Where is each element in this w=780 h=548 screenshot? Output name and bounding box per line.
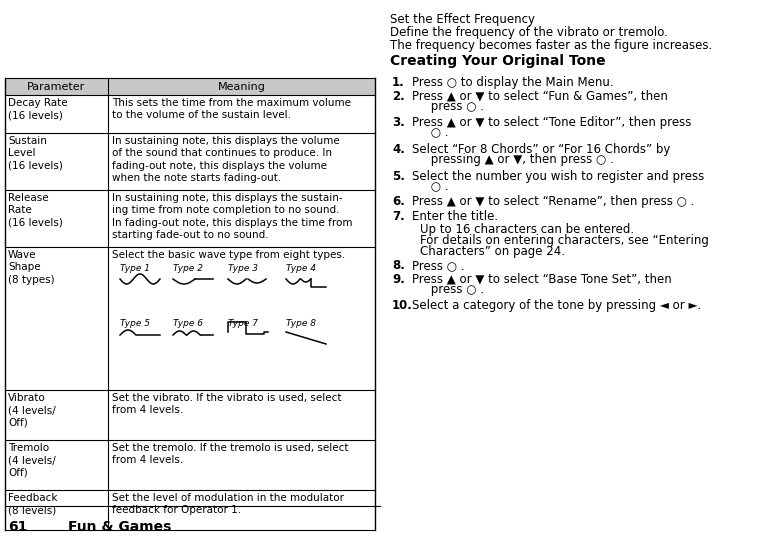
Text: Decay Rate
(16 levels): Decay Rate (16 levels) [8, 98, 68, 121]
Text: 3.: 3. [392, 116, 405, 129]
Text: Set the Effect Frequency: Set the Effect Frequency [390, 13, 535, 26]
Text: Vibrato
(4 levels/
Off): Vibrato (4 levels/ Off) [8, 393, 55, 428]
Text: Press ○ to display the Main Menu.: Press ○ to display the Main Menu. [412, 76, 614, 89]
Text: Creating Your Original Tone: Creating Your Original Tone [390, 54, 605, 68]
Text: Type 4: Type 4 [286, 264, 316, 273]
Text: 5.: 5. [392, 170, 405, 183]
Text: Set the level of modulation in the modulator
feedback for Operator 1.: Set the level of modulation in the modul… [112, 493, 344, 516]
Text: Wave
Shape
(8 types): Wave Shape (8 types) [8, 250, 55, 285]
Text: Press ▲ or ▼ to select “Base Tone Set”, then: Press ▲ or ▼ to select “Base Tone Set”, … [412, 273, 672, 286]
Text: This sets the time from the maximum volume
to the volume of the sustain level.: This sets the time from the maximum volu… [112, 98, 351, 121]
Text: Characters” on page 24.: Characters” on page 24. [420, 245, 565, 258]
Text: pressing ▲ or ▼, then press ○ .: pressing ▲ or ▼, then press ○ . [412, 153, 614, 166]
Text: Type 6: Type 6 [173, 319, 203, 328]
Text: ○ .: ○ . [412, 180, 448, 193]
Text: Up to 16 characters can be entered.: Up to 16 characters can be entered. [420, 223, 634, 236]
Text: Meaning: Meaning [218, 82, 265, 92]
Text: Press ▲ or ▼ to select “Rename”, then press ○ .: Press ▲ or ▼ to select “Rename”, then pr… [412, 195, 694, 208]
Text: Type 7: Type 7 [228, 319, 258, 328]
Text: In sustaining note, this displays the volume
of the sound that continues to prod: In sustaining note, this displays the vo… [112, 136, 340, 183]
Text: press ○ .: press ○ . [412, 100, 484, 113]
Text: 4.: 4. [392, 143, 405, 156]
Text: Define the frequency of the vibrato or tremolo.: Define the frequency of the vibrato or t… [390, 26, 668, 39]
Text: Select a category of the tone by pressing ◄ or ►.: Select a category of the tone by pressin… [412, 299, 701, 312]
Text: Select the basic wave type from eight types.: Select the basic wave type from eight ty… [112, 250, 346, 260]
Text: Feedback
(8 levels): Feedback (8 levels) [8, 493, 58, 516]
Text: Tremolo
(4 levels/
Off): Tremolo (4 levels/ Off) [8, 443, 55, 478]
Bar [5, 78, 375, 95]
Text: Type 3: Type 3 [228, 264, 258, 273]
Text: In sustaining note, this displays the sustain-
ing time from note completion to : In sustaining note, this displays the su… [112, 193, 353, 240]
Text: Press ○ .: Press ○ . [412, 259, 465, 272]
Text: Set the vibrato. If the vibrato is used, select
from 4 levels.: Set the vibrato. If the vibrato is used,… [112, 393, 342, 415]
Text: Enter the title.: Enter the title. [412, 210, 498, 223]
Text: Select the number you wish to register and press: Select the number you wish to register a… [412, 170, 704, 183]
Text: Type 1: Type 1 [120, 264, 150, 273]
Text: Press ▲ or ▼ to select “Fun & Games”, then: Press ▲ or ▼ to select “Fun & Games”, th… [412, 90, 668, 103]
Text: Release
Rate
(16 levels): Release Rate (16 levels) [8, 193, 63, 228]
Text: 10.: 10. [392, 299, 413, 312]
Text: For details on entering characters, see “Entering: For details on entering characters, see … [420, 234, 709, 247]
Text: 8.: 8. [392, 259, 405, 272]
Text: Press ▲ or ▼ to select “Tone Editor”, then press: Press ▲ or ▼ to select “Tone Editor”, th… [412, 116, 691, 129]
Text: Type 5: Type 5 [120, 319, 150, 328]
Text: Type 8: Type 8 [286, 319, 316, 328]
Text: Sustain
Level
(16 levels): Sustain Level (16 levels) [8, 136, 63, 171]
Text: Fun & Games: Fun & Games [68, 520, 172, 534]
Text: Set the tremolo. If the tremolo is used, select
from 4 levels.: Set the tremolo. If the tremolo is used,… [112, 443, 349, 465]
Text: Type 2: Type 2 [173, 264, 203, 273]
Text: Select “For 8 Chords” or “For 16 Chords” by: Select “For 8 Chords” or “For 16 Chords”… [412, 143, 670, 156]
Text: 2.: 2. [392, 90, 405, 103]
Text: ○ .: ○ . [412, 126, 448, 139]
Text: The frequency becomes faster as the figure increases.: The frequency becomes faster as the figu… [390, 39, 712, 52]
Text: 1.: 1. [392, 76, 405, 89]
Text: 9.: 9. [392, 273, 405, 286]
Text: 6.: 6. [392, 195, 405, 208]
Text: 61: 61 [8, 520, 27, 534]
Text: press ○ .: press ○ . [412, 283, 484, 296]
Text: Parameter: Parameter [27, 82, 86, 92]
Text: 7.: 7. [392, 210, 405, 223]
